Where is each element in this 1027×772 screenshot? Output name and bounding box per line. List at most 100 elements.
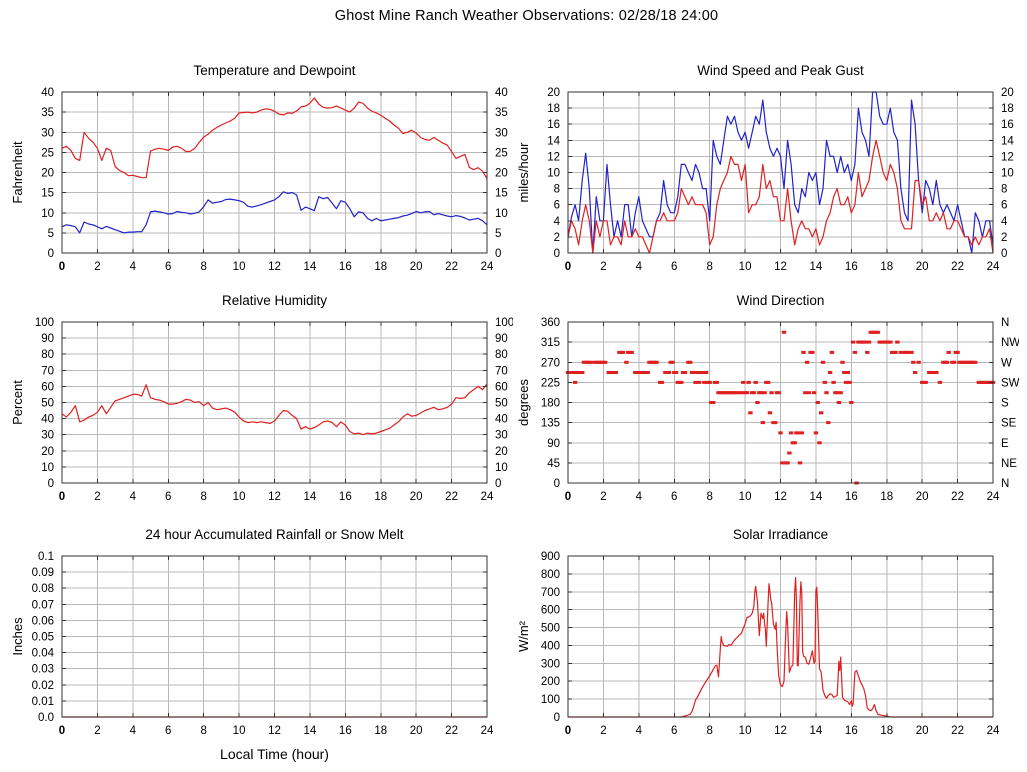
tick-labels: 0 2 4 6 8 10 12 14 16 18 20 22 240246810121416182002… bbox=[547, 87, 1014, 273]
grid bbox=[61, 555, 488, 718]
svg-text:50: 50 bbox=[495, 398, 508, 410]
chart-title-rainfall: 24 hour Accumulated Rainfall or Snow Mel… bbox=[145, 527, 404, 542]
svg-text:12: 12 bbox=[268, 491, 281, 503]
svg-text:10: 10 bbox=[739, 725, 752, 737]
chart-rainfall: 24 hour Accumulated Rainfall or Snow Mel… bbox=[0, 524, 513, 772]
svg-text:22: 22 bbox=[445, 725, 458, 737]
svg-text:400: 400 bbox=[541, 640, 560, 652]
tick-labels: 0 2 4 6 8 10 12 14 16 18 20 22 240100200300400500600… bbox=[541, 551, 1000, 737]
svg-text:0: 0 bbox=[48, 478, 54, 490]
svg-text:S: S bbox=[1001, 398, 1009, 410]
svg-text:0.03: 0.03 bbox=[32, 664, 54, 676]
tick-labels: 0 2 4 6 8 10 12 14 16 18 20 22 240102030405060708090… bbox=[35, 317, 513, 503]
y-axis-label: Inches bbox=[10, 617, 25, 656]
svg-text:20: 20 bbox=[916, 725, 929, 737]
svg-text:0.1: 0.1 bbox=[38, 551, 54, 563]
svg-text:0: 0 bbox=[554, 712, 560, 724]
svg-text:4: 4 bbox=[130, 491, 137, 503]
svg-text:35: 35 bbox=[495, 107, 508, 119]
svg-text:0: 0 bbox=[59, 725, 65, 737]
svg-text:18: 18 bbox=[374, 491, 387, 503]
svg-text:100: 100 bbox=[495, 317, 513, 329]
svg-text:SE: SE bbox=[1001, 418, 1017, 430]
svg-text:6: 6 bbox=[671, 261, 677, 273]
svg-text:40: 40 bbox=[41, 87, 54, 99]
svg-text:22: 22 bbox=[951, 491, 964, 503]
svg-text:70: 70 bbox=[495, 365, 508, 377]
svg-text:0.04: 0.04 bbox=[32, 648, 55, 660]
svg-text:18: 18 bbox=[880, 725, 893, 737]
y-axis-label: Percent bbox=[10, 380, 25, 425]
chart-title-solar-irradiance: Solar Irradiance bbox=[732, 527, 829, 542]
svg-text:0.07: 0.07 bbox=[32, 599, 54, 611]
svg-text:10: 10 bbox=[739, 261, 752, 273]
series-wind-speed bbox=[567, 139, 994, 254]
svg-text:60: 60 bbox=[41, 381, 54, 393]
svg-text:16: 16 bbox=[845, 261, 858, 273]
svg-text:24: 24 bbox=[987, 261, 1000, 273]
svg-text:6: 6 bbox=[671, 725, 677, 737]
series-peak-gust bbox=[567, 91, 994, 254]
svg-text:315: 315 bbox=[541, 337, 560, 349]
svg-text:2: 2 bbox=[600, 261, 606, 273]
grid bbox=[567, 91, 994, 254]
svg-text:0.08: 0.08 bbox=[32, 583, 54, 595]
svg-text:12: 12 bbox=[774, 491, 787, 503]
svg-text:10: 10 bbox=[495, 208, 508, 220]
svg-text:300: 300 bbox=[541, 658, 560, 670]
svg-text:6: 6 bbox=[1001, 200, 1007, 212]
svg-text:22: 22 bbox=[445, 261, 458, 273]
series-temperature bbox=[61, 97, 488, 179]
svg-text:2: 2 bbox=[600, 725, 606, 737]
svg-text:700: 700 bbox=[541, 587, 560, 599]
chart-wind-direction: Wind Direction 0 2 4 6 8 10 12 14 16 18 20 22 24 0 45 9… bbox=[506, 290, 1019, 546]
chart-canvas-wind-speed-gust: 0 2 4 6 8 10 12 14 16 18 20 22 240246810121416182002… bbox=[516, 87, 1014, 273]
svg-text:100: 100 bbox=[541, 694, 560, 706]
svg-text:0: 0 bbox=[565, 491, 571, 503]
svg-text:40: 40 bbox=[41, 414, 54, 426]
svg-text:35: 35 bbox=[41, 107, 54, 119]
svg-text:0.05: 0.05 bbox=[32, 632, 54, 644]
svg-text:40: 40 bbox=[495, 414, 508, 426]
svg-text:24: 24 bbox=[481, 725, 494, 737]
svg-text:12: 12 bbox=[547, 151, 560, 163]
svg-text:2: 2 bbox=[94, 491, 100, 503]
svg-text:0: 0 bbox=[59, 261, 65, 273]
svg-text:4: 4 bbox=[636, 491, 643, 503]
svg-text:30: 30 bbox=[495, 127, 508, 139]
svg-text:25: 25 bbox=[495, 147, 508, 159]
svg-text:70: 70 bbox=[41, 365, 54, 377]
svg-text:45: 45 bbox=[547, 458, 560, 470]
svg-text:8: 8 bbox=[200, 491, 206, 503]
svg-text:900: 900 bbox=[541, 551, 560, 563]
svg-text:20: 20 bbox=[410, 491, 423, 503]
svg-text:6: 6 bbox=[165, 725, 171, 737]
svg-text:20: 20 bbox=[1001, 87, 1014, 99]
svg-text:0: 0 bbox=[565, 725, 571, 737]
svg-text:24: 24 bbox=[987, 725, 1000, 737]
svg-text:0.01: 0.01 bbox=[32, 696, 54, 708]
svg-text:30: 30 bbox=[495, 430, 508, 442]
svg-text:360: 360 bbox=[541, 317, 560, 329]
svg-text:14: 14 bbox=[304, 725, 317, 737]
svg-text:24: 24 bbox=[987, 491, 1000, 503]
series-direction bbox=[565, 330, 996, 485]
svg-text:NE: NE bbox=[1001, 458, 1017, 470]
svg-text:0.09: 0.09 bbox=[32, 567, 54, 579]
svg-text:20: 20 bbox=[41, 446, 54, 458]
svg-text:800: 800 bbox=[541, 569, 560, 581]
svg-text:W: W bbox=[1001, 357, 1012, 369]
svg-text:180: 180 bbox=[541, 398, 560, 410]
chart-temperature-dewpoint: Temperature and Dewpoint 0 2 4 6 8 10 12 14 16 18… bbox=[0, 60, 513, 316]
chart-title-temperature-dewpoint: Temperature and Dewpoint bbox=[193, 63, 356, 78]
svg-text:16: 16 bbox=[845, 725, 858, 737]
svg-text:15: 15 bbox=[41, 188, 54, 200]
svg-text:0: 0 bbox=[1001, 248, 1007, 260]
page-title: Ghost Mine Ranch Weather Observations: 0… bbox=[334, 8, 719, 24]
svg-text:4: 4 bbox=[130, 725, 137, 737]
y-axis-label: miles/hour bbox=[516, 142, 531, 203]
svg-text:600: 600 bbox=[541, 605, 560, 617]
svg-text:0.02: 0.02 bbox=[32, 680, 54, 692]
svg-text:10: 10 bbox=[41, 462, 54, 474]
